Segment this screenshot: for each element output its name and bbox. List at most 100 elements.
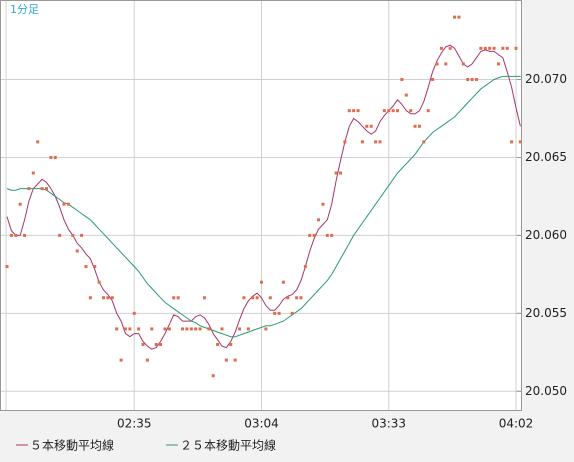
price-dot <box>295 296 299 300</box>
price-dot <box>391 109 395 113</box>
price-dot <box>488 46 492 50</box>
price-dot <box>444 62 448 66</box>
price-dot <box>404 93 408 97</box>
price-dot <box>49 155 53 159</box>
price-dot <box>343 140 347 144</box>
price-dot <box>325 233 329 237</box>
price-dot <box>84 265 88 269</box>
price-dot <box>422 140 426 144</box>
price-dot <box>479 46 483 50</box>
price-dot <box>40 187 44 191</box>
price-dot <box>128 327 132 331</box>
y-tick-label: 20.060 <box>525 228 567 242</box>
price-dot <box>277 311 281 315</box>
price-dot <box>224 358 228 362</box>
price-dot <box>347 109 351 113</box>
price-dot <box>431 78 435 82</box>
price-dot <box>501 46 505 50</box>
price-dot <box>496 62 500 66</box>
price-dot <box>202 296 206 300</box>
price-dot <box>88 296 92 300</box>
price-dot <box>242 296 246 300</box>
price-dot <box>457 15 461 19</box>
price-dot <box>317 218 321 222</box>
price-dot <box>176 296 180 300</box>
price-dot <box>321 202 325 206</box>
price-dot <box>119 358 123 362</box>
price-dot <box>303 265 307 269</box>
price-dot <box>281 280 285 284</box>
ma-line <box>6 75 521 338</box>
price-dot <box>75 249 79 253</box>
price-dot <box>163 327 167 331</box>
price-dot <box>9 233 13 237</box>
price-dot <box>505 46 509 50</box>
price-dot <box>365 124 369 128</box>
price-dot <box>439 46 443 50</box>
legend-label: ５本移動平均線 <box>30 438 114 453</box>
price-dot <box>62 202 66 206</box>
x-tick-label: 03:33 <box>371 417 406 431</box>
price-dot <box>264 327 268 331</box>
price-dot <box>216 343 220 347</box>
price-dot <box>185 327 189 331</box>
price-dot <box>518 140 522 144</box>
price-dot <box>194 327 198 331</box>
price-dot <box>299 296 303 300</box>
price-dot <box>71 233 75 237</box>
price-dot <box>53 155 57 159</box>
price-dot <box>360 140 364 144</box>
price-dot <box>198 327 202 331</box>
price-dot <box>137 327 141 331</box>
price-dot <box>238 327 242 331</box>
price-dot <box>435 62 439 66</box>
price-dot <box>189 327 193 331</box>
price-dot <box>356 109 360 113</box>
y-tick-label: 20.055 <box>525 306 567 320</box>
price-dot <box>470 78 474 82</box>
price-dot <box>378 140 382 144</box>
price-dot <box>132 311 136 315</box>
y-tick-label: 20.070 <box>525 72 567 86</box>
chart-title: 1分足 <box>10 3 39 16</box>
price-dot <box>110 296 114 300</box>
price-dot <box>352 109 356 113</box>
price-dot <box>167 327 171 331</box>
price-dot <box>286 296 290 300</box>
price-dot <box>80 233 84 237</box>
x-tick-label: 02:35 <box>117 417 152 431</box>
price-dot <box>483 46 487 50</box>
price-dot <box>44 187 48 191</box>
price-dot <box>273 311 277 315</box>
price-dot <box>260 280 263 284</box>
price-dot <box>374 140 378 144</box>
price-dot <box>58 233 62 237</box>
price-dot <box>14 233 18 237</box>
price-dot <box>308 233 312 237</box>
price-dot <box>93 265 97 269</box>
legend-label: ２５本移動平均線 <box>180 438 276 453</box>
price-dot <box>181 327 185 331</box>
price-dot <box>466 78 470 82</box>
price-dot <box>409 109 413 113</box>
price-dot <box>514 46 518 50</box>
price-dot <box>150 327 154 331</box>
price-dot <box>448 46 452 50</box>
price-dot <box>18 202 22 206</box>
price-dot <box>461 62 465 66</box>
price-dot <box>338 171 342 175</box>
price-dot <box>417 124 421 128</box>
price-dot <box>387 109 391 113</box>
price-dot <box>246 327 250 331</box>
price-dot <box>268 296 272 300</box>
ma-line <box>6 44 521 350</box>
price-dot <box>382 109 386 113</box>
price-dot <box>27 187 31 191</box>
price-dot <box>400 78 404 82</box>
price-dot <box>207 327 211 331</box>
price-dot <box>102 296 106 300</box>
price-dot <box>426 109 430 113</box>
price-dot <box>334 171 338 175</box>
price-dot <box>475 78 479 82</box>
